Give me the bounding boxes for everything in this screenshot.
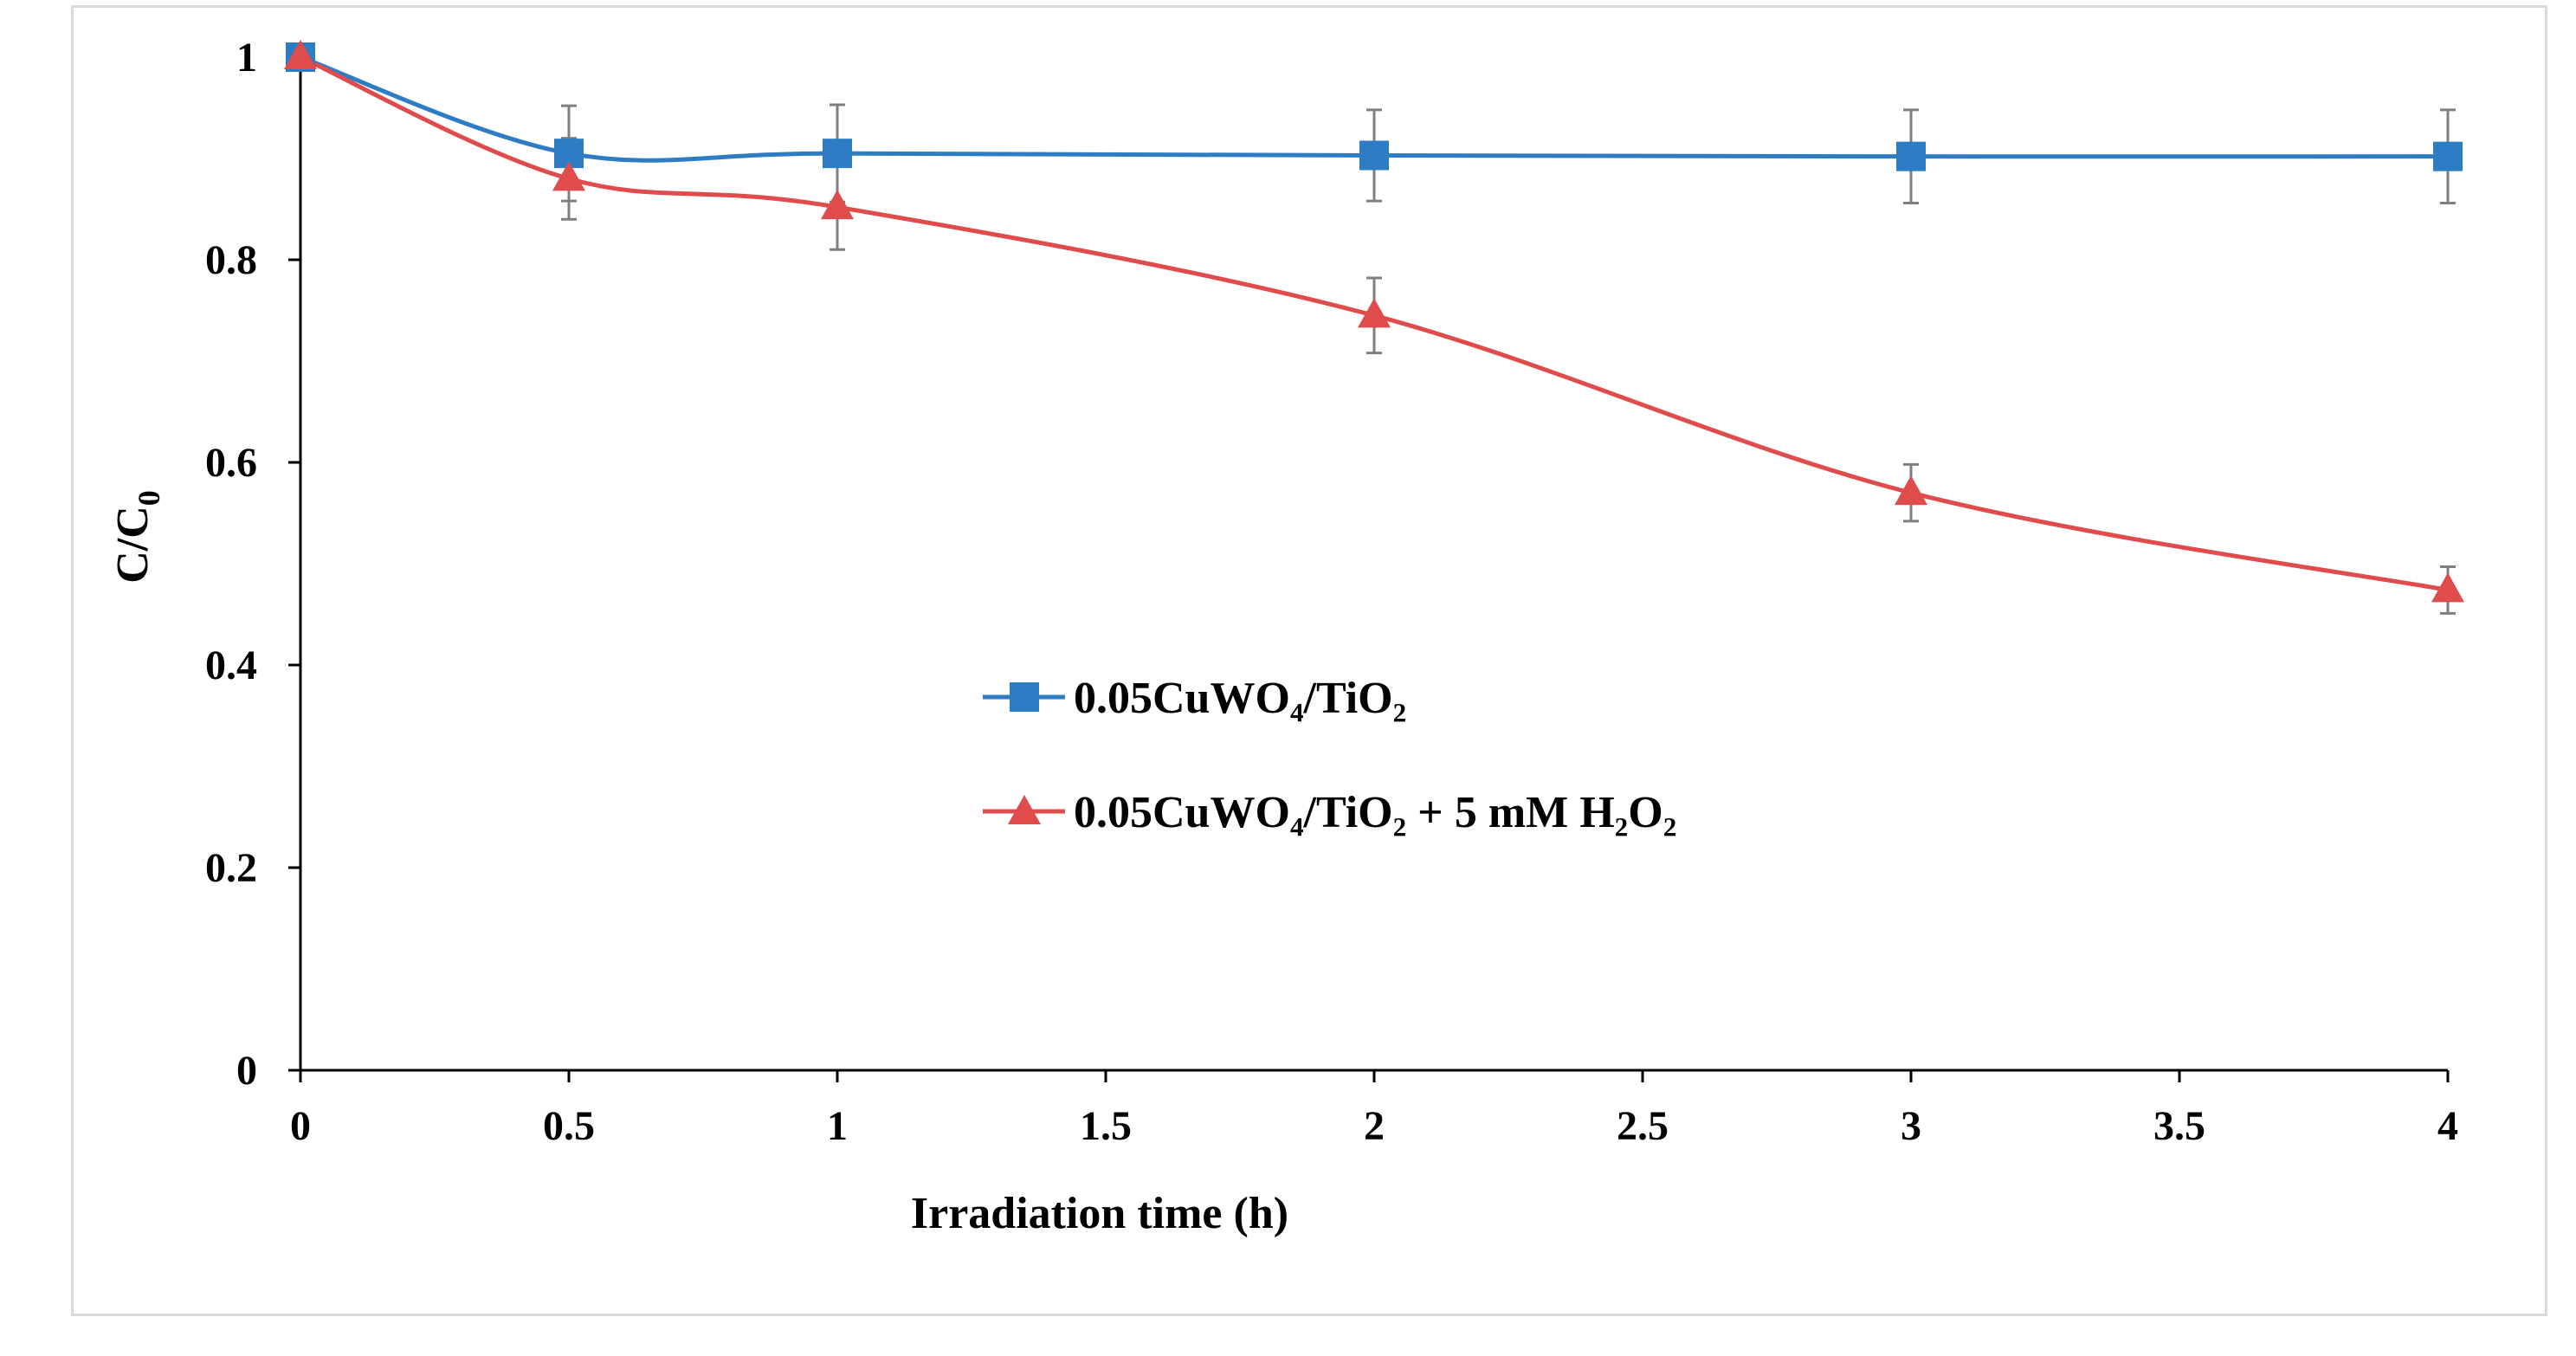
y-tick-label: 0.2 (205, 845, 257, 891)
y-tick-label: 0.6 (205, 440, 257, 486)
x-tick-label: 0 (290, 1103, 311, 1149)
series-markers (284, 40, 2464, 603)
chart-frame (71, 5, 2547, 1316)
data-point-square (1359, 140, 1389, 171)
legend-label-series-2: 0.05CuWO₄/TiO₂ + 5 mM H₂O₂ (1074, 788, 1676, 837)
x-tick-label: 4 (2437, 1103, 2458, 1149)
data-point-triangle (1895, 475, 1927, 506)
x-tick-label: 0.5 (543, 1103, 595, 1149)
data-point-triangle (552, 161, 585, 191)
x-tick-label: 3.5 (2153, 1103, 2205, 1149)
x-tick-label: 2.5 (1617, 1103, 1669, 1149)
legend-item-series-1: 0.05CuWO₄/TiO₂ (983, 674, 1406, 723)
x-tick-label: 1.5 (1080, 1103, 1132, 1149)
legend-item-series-2: 0.05CuWO₄/TiO₂ + 5 mM H₂O₂ (983, 788, 1676, 837)
data-point-square (2433, 141, 2463, 171)
data-point-square (823, 139, 852, 169)
data-point-triangle (2431, 572, 2464, 603)
data-point-triangle (821, 190, 854, 220)
data-point-square (1896, 141, 1926, 171)
x-axis-title: Irradiation time (h) (911, 1189, 1288, 1238)
y-tick-label: 0.4 (205, 642, 257, 688)
data-point-triangle (1358, 298, 1391, 328)
y-tick-label: 0 (236, 1048, 257, 1094)
y-axis-title: C/C0 (108, 490, 166, 584)
legend-marker-square (1010, 682, 1039, 712)
legend: 0.05CuWO₄/TiO₂ 0.05CuWO₄/TiO₂ + 5 mM H₂O… (983, 674, 1676, 837)
y-axis-title-main: C/C (108, 506, 158, 584)
legend-marker-triangle (1008, 795, 1041, 824)
x-tick-label: 1 (827, 1103, 848, 1149)
tick-labels: 0 0.2 0.4 0.6 0.8 1 0 0.5 1 1.5 2 2.5 3 3.5 4 (205, 35, 2458, 1149)
data-point-triangle (284, 40, 317, 69)
y-tick-label: 1 (236, 35, 257, 81)
axes (288, 55, 2450, 1082)
y-tick-label: 0.8 (205, 237, 257, 283)
y-axis-title-subscript: 0 (132, 490, 166, 506)
legend-label-series-1: 0.05CuWO₄/TiO₂ (1074, 674, 1406, 723)
x-tick-label: 3 (1901, 1103, 1921, 1149)
x-tick-label: 2 (1364, 1103, 1385, 1149)
